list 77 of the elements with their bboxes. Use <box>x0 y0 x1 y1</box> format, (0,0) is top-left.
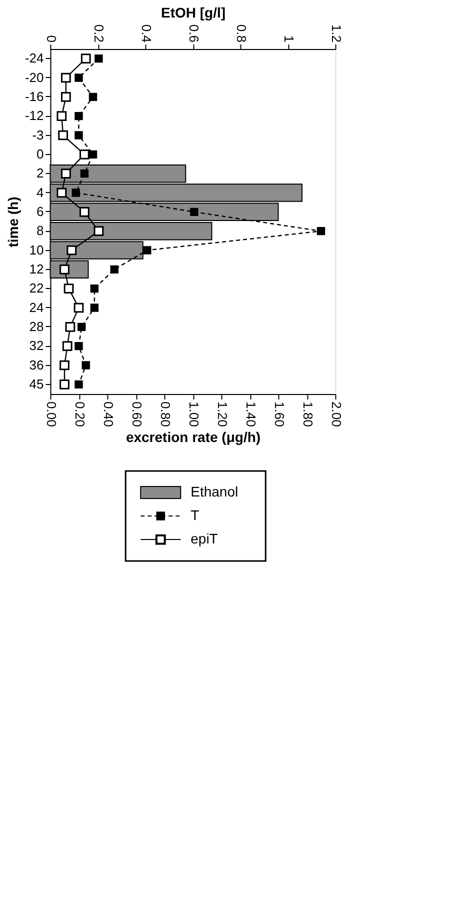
x2-tick-label: 0.6 <box>186 24 202 42</box>
x-tick-label: 2.00 <box>328 402 344 427</box>
point <box>65 322 76 332</box>
x-tick-label: 0.40 <box>100 402 116 427</box>
x-tick-label: 1.60 <box>272 402 287 427</box>
point <box>72 188 80 197</box>
point <box>60 168 71 179</box>
x2-tick-label: 0 <box>44 35 59 42</box>
y-tick-label: 10 <box>29 242 44 258</box>
y-tick-label: 24 <box>29 300 44 315</box>
y-tick-label: 28 <box>29 318 44 334</box>
point <box>66 245 77 256</box>
point <box>90 284 99 293</box>
point <box>60 360 70 370</box>
point <box>80 149 90 160</box>
point <box>316 226 326 236</box>
point <box>82 361 90 370</box>
y-tick-label: 2 <box>36 166 44 181</box>
point <box>74 380 83 389</box>
point <box>56 111 67 122</box>
point <box>74 131 83 140</box>
y-axis-title: time (h) <box>4 196 21 248</box>
y-tick-label: 8 <box>36 223 44 238</box>
x-tick-label: 1.20 <box>214 402 230 427</box>
point <box>80 169 89 178</box>
y-tick-label: 22 <box>29 280 44 296</box>
y-tick-label: 4 <box>36 184 44 200</box>
point <box>77 322 86 332</box>
y-tick-label: -24 <box>24 50 44 66</box>
point <box>94 226 104 236</box>
x-tick-label: 0.60 <box>129 402 144 427</box>
y-tick-label: 45 <box>29 376 44 392</box>
point <box>60 379 70 390</box>
y-tick-label: -12 <box>24 108 44 124</box>
x2-tick-label: 0.8 <box>234 24 249 42</box>
x-tick-label: 0.20 <box>72 402 88 427</box>
point <box>88 92 98 102</box>
x2-tick-label: 1 <box>281 35 296 42</box>
legend-label: epiT <box>190 530 218 547</box>
x-tick-label: 1.00 <box>186 402 202 427</box>
point <box>60 72 71 83</box>
y-tick-label: -20 <box>24 70 44 85</box>
y-tick-label: 36 <box>29 357 44 372</box>
point <box>143 246 152 254</box>
x2-tick-label: 0.2 <box>91 24 106 42</box>
y-tick-label: 12 <box>29 261 44 276</box>
x-tick-label: 0.80 <box>158 402 173 427</box>
y-tick-label: -16 <box>24 88 44 104</box>
point <box>64 284 74 294</box>
point <box>88 150 98 159</box>
point <box>60 92 71 102</box>
x-tick-label: 1.40 <box>243 402 258 427</box>
y-tick-label: 32 <box>29 338 44 354</box>
point <box>80 54 91 64</box>
x2-axis-title: EtOH [g/l] <box>160 4 226 20</box>
point <box>62 341 72 352</box>
x2-tick-label: 0.4 <box>138 24 154 42</box>
point <box>74 74 83 82</box>
point <box>74 112 83 120</box>
x-tick-label: 0.00 <box>44 402 59 427</box>
point <box>56 188 67 198</box>
legend-label: T <box>190 507 200 523</box>
point <box>110 265 118 274</box>
point <box>58 130 68 140</box>
legend-label: Ethanol <box>190 483 238 500</box>
point <box>74 342 83 350</box>
point <box>190 208 198 216</box>
x-tick-label: 1.80 <box>300 402 316 427</box>
point <box>74 302 84 313</box>
point <box>94 54 103 63</box>
point <box>90 304 99 312</box>
y-tick-label: 6 <box>36 204 44 219</box>
point <box>80 206 90 217</box>
y-tick-label: 0 <box>36 146 44 162</box>
x-axis-title: excretion rate (μg/h) <box>126 428 261 445</box>
x2-tick-label: 1.2 <box>328 24 344 42</box>
y-tick-label: -3 <box>32 127 44 142</box>
